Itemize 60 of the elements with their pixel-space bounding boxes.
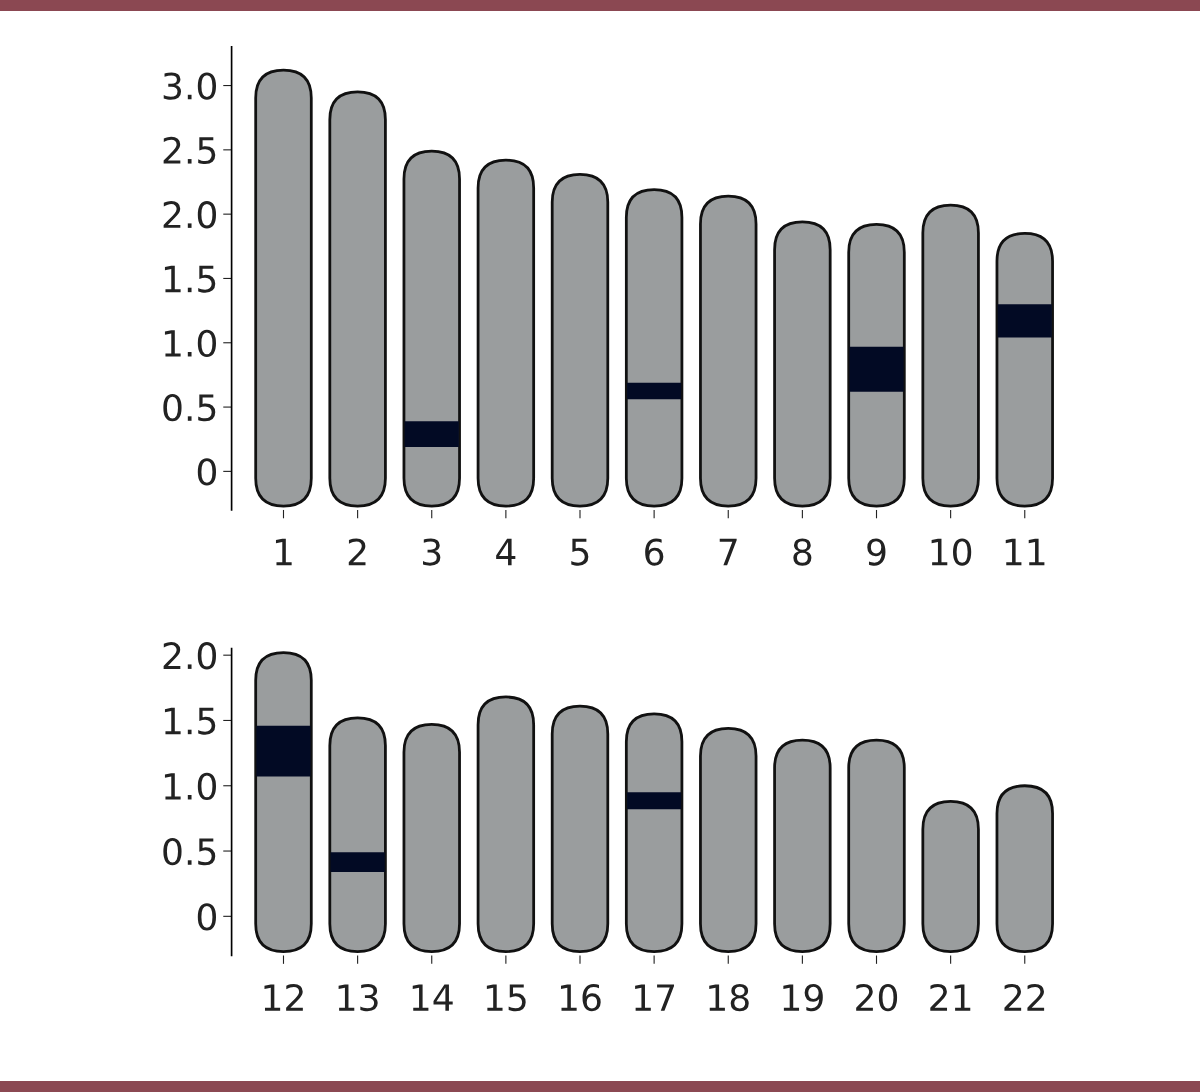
bar: [773, 220, 832, 508]
bar: [773, 738, 832, 953]
bar: [402, 149, 461, 508]
y-tick-label: 2.0: [163, 642, 217, 670]
bar: [624, 188, 684, 508]
x-tick-label: 5: [571, 538, 589, 566]
y-tick-label: 0: [197, 458, 217, 486]
x-tick-label: 19: [783, 983, 823, 1012]
y-tick-label: 1.0: [164, 772, 217, 800]
bar: [627, 382, 682, 400]
x-tick-label: 12: [264, 983, 303, 1011]
x-tick-label: 13: [338, 983, 378, 1012]
bar: [256, 725, 311, 777]
bar: [627, 792, 682, 810]
bar: [997, 304, 1052, 338]
bar: [550, 704, 610, 953]
bar: [921, 203, 980, 508]
x-tick-label: 3: [423, 538, 441, 566]
bar: [849, 346, 904, 392]
x-tick-label: 4: [496, 538, 516, 566]
x-tick-label: 1: [275, 538, 292, 566]
y-tick-label: 1.5: [164, 265, 216, 293]
bar: [699, 194, 758, 508]
bar: [254, 68, 313, 508]
x-tick-label: 15: [486, 984, 526, 1012]
bar: [328, 716, 387, 953]
x-tick-label: 6: [645, 538, 664, 566]
bar: [404, 421, 459, 447]
y-tick-label: 2.0: [163, 201, 217, 229]
bar: [330, 852, 385, 872]
bar: [624, 712, 684, 953]
bar: [921, 800, 980, 953]
y-tick-label: 0: [197, 903, 217, 931]
x-tick-label: 7: [719, 538, 737, 566]
x-tick-label: 11: [1005, 538, 1045, 566]
x-tick-label: 18: [709, 983, 749, 1012]
bar: [847, 738, 906, 953]
y-tick-label: 0.5: [163, 837, 216, 866]
bar: [699, 726, 758, 953]
x-tick-label: 10: [931, 538, 972, 566]
x-tick-label: 9: [867, 538, 886, 566]
bar: [476, 158, 536, 508]
x-tick-label: 16: [560, 983, 601, 1012]
y-tick-label: 1.5: [164, 707, 216, 735]
x-tick-label: 20: [856, 983, 898, 1012]
x-tick-label: 8: [793, 538, 812, 566]
bar: [328, 90, 387, 508]
bar: [995, 784, 1054, 953]
y-tick-label: 0.5: [163, 393, 216, 422]
x-tick-label: 22: [1004, 983, 1045, 1011]
x-tick-label: 2: [348, 538, 366, 566]
y-tick-label: 3.0: [163, 72, 217, 100]
x-tick-label: 17: [635, 984, 675, 1011]
y-tick-label: 2.5: [163, 136, 216, 165]
x-tick-label: 14: [412, 984, 453, 1011]
bar: [402, 722, 461, 953]
bar: [476, 695, 536, 953]
y-tick-label: 1.0: [164, 329, 217, 357]
x-tick-label: 21: [930, 983, 971, 1011]
bar: [550, 172, 610, 508]
